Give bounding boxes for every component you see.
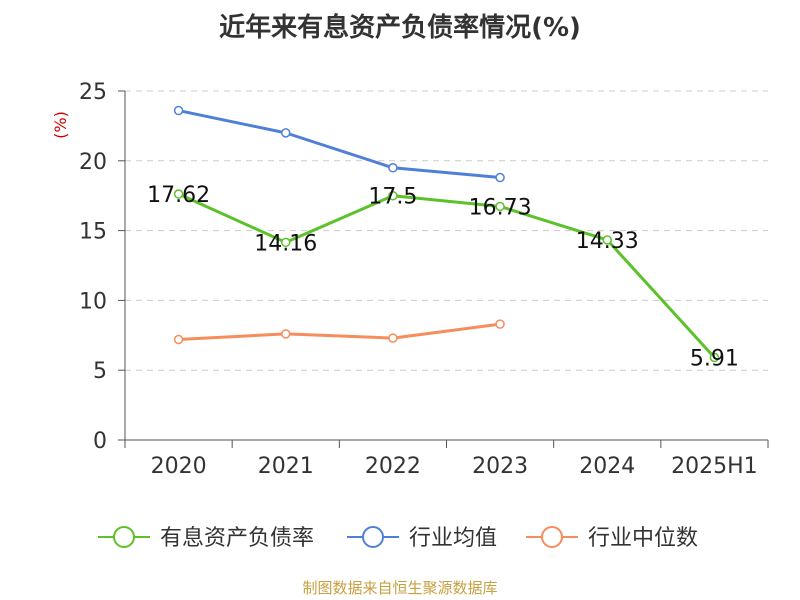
- data-labels: 17.62 14.16 17.5 16.73 14.33 5.91: [147, 183, 739, 371]
- y-tick-label: 0: [93, 429, 107, 454]
- data-label: 16.73: [469, 195, 532, 220]
- legend: 有息资产负债率 行业均值 行业中位数: [98, 526, 698, 551]
- x-tick-labels: 2020 2021 2022 2023 2024 2025H1: [124, 440, 769, 479]
- data-point: [495, 172, 505, 183]
- y-tick-label: 5: [93, 359, 107, 384]
- y-tick-label: 15: [79, 220, 107, 245]
- y-axis-label: (%): [51, 111, 70, 139]
- data-label: 5.91: [690, 346, 739, 371]
- data-point: [173, 189, 184, 199]
- data-label: 17.62: [147, 183, 210, 208]
- x-tick-label: 2024: [579, 454, 635, 479]
- x-tick-label: 2022: [365, 454, 421, 479]
- y-tick-label: 20: [79, 150, 107, 175]
- chart-title: 近年来有息资产负债率情况(%): [219, 12, 581, 43]
- legend-marker: [362, 526, 384, 548]
- data-point: [173, 334, 184, 345]
- series-line-2: [178, 322, 501, 341]
- legend-marker: [541, 526, 563, 548]
- grid-lines: [125, 90, 768, 371]
- data-point: [602, 235, 612, 245]
- data-point: [281, 128, 291, 138]
- y-tick-label: 25: [79, 80, 107, 105]
- data-point: [709, 352, 720, 363]
- legend-label: 有息资产负债率: [160, 526, 314, 551]
- data-label: 14.33: [576, 229, 639, 254]
- data-point: [281, 237, 291, 248]
- axes: [124, 91, 768, 441]
- data-point: [495, 201, 505, 212]
- y-tick-label: 10: [79, 289, 107, 314]
- y-tick-labels: 0 5 10 15 20 25: [79, 80, 125, 454]
- x-tick-label: 2021: [258, 454, 314, 479]
- data-point: [388, 163, 398, 173]
- data-point: [281, 329, 291, 339]
- data-point: [173, 105, 184, 116]
- data-point: [388, 333, 398, 343]
- x-tick-label: 2023: [472, 454, 528, 479]
- series-line-0: [177, 192, 716, 359]
- legend-marker: [113, 526, 135, 548]
- data-label: 17.5: [368, 185, 417, 210]
- source-note: 制图数据来自恒生聚源数据库: [302, 579, 497, 597]
- legend-label: 行业均值: [409, 526, 497, 551]
- data-point: [388, 190, 398, 201]
- legend-label: 行业中位数: [588, 526, 698, 551]
- x-tick-label: 2020: [151, 454, 207, 479]
- data-label: 14.16: [254, 231, 317, 256]
- series-group: [173, 105, 720, 363]
- data-point: [495, 319, 505, 329]
- series-line-1: [178, 109, 501, 180]
- x-tick-label: 2025H1: [671, 454, 758, 479]
